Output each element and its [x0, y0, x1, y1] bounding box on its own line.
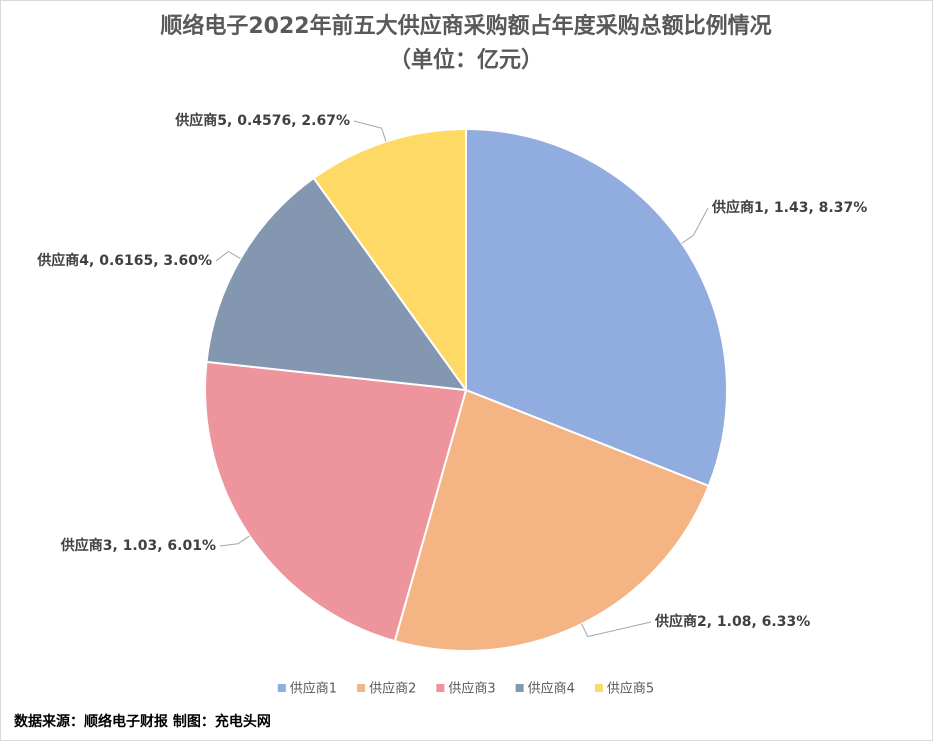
pie-slice — [312, 127, 467, 394]
legend-swatch — [515, 684, 524, 692]
chart-title: 顺络电子2022年前五大供应商采购额占年度采购总额比例情况 — [160, 13, 771, 39]
leader-line — [681, 207, 709, 244]
leader-line — [219, 535, 250, 547]
leader-line — [581, 621, 652, 638]
legend-label: 供应商1 — [290, 681, 337, 697]
data-label: 供应商2, 1.08, 6.33% — [654, 613, 810, 630]
data-label: 供应商3, 1.03, 6.01% — [60, 537, 216, 554]
pie-slice — [205, 176, 469, 392]
leader-line — [353, 120, 387, 142]
data-label: 供应商5, 0.4576, 2.67% — [174, 112, 350, 129]
legend-swatch — [436, 684, 445, 692]
legend-label: 供应商4 — [528, 681, 575, 697]
legend-swatch — [357, 684, 366, 692]
legend-label: 供应商2 — [369, 681, 416, 697]
leader-line — [215, 250, 241, 262]
pie-slice — [204, 360, 468, 643]
data-label: 供应商1, 1.43, 8.37% — [711, 199, 867, 216]
legend-label: 供应商5 — [607, 681, 654, 697]
legend-label: 供应商3 — [448, 681, 495, 697]
legend-swatch — [277, 684, 286, 692]
pie-slice — [465, 127, 728, 488]
chart-subtitle: （单位：亿元） — [389, 47, 543, 73]
data-label: 供应商4, 0.6165, 3.60% — [36, 252, 212, 269]
legend-swatch — [594, 684, 603, 692]
footnote: 数据来源：顺络电子财报 制图：充电头网 — [14, 713, 271, 730]
pie-slice — [393, 388, 711, 652]
